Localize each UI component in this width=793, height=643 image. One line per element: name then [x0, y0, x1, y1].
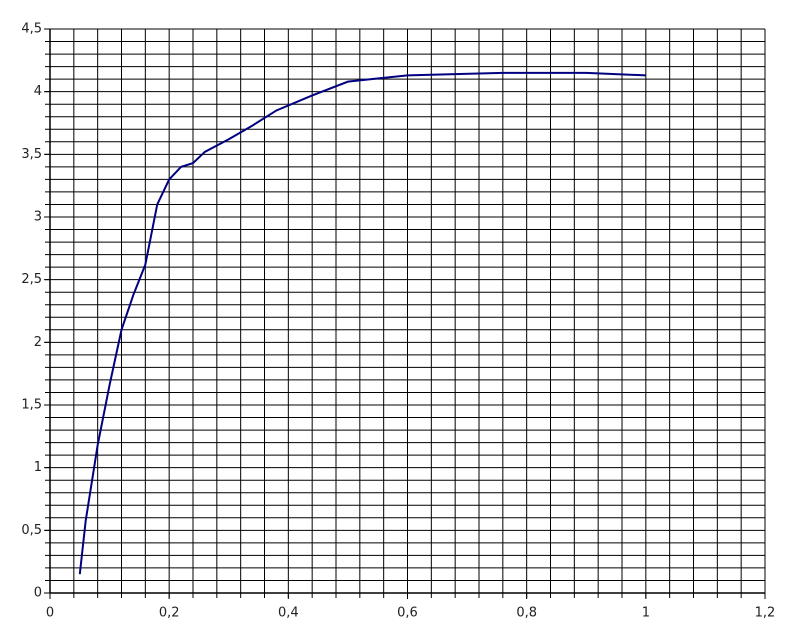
- y-tick-label: 2,5: [21, 272, 42, 287]
- x-tick-label: 0,6: [397, 606, 418, 621]
- x-tick-label: 0,2: [159, 606, 180, 621]
- y-tick-label: 2: [34, 335, 42, 350]
- y-tick-label: 4: [34, 84, 42, 99]
- y-tick-label: 1,5: [21, 398, 42, 413]
- x-tick-label: 0: [46, 606, 54, 621]
- x-tick-label: 1,2: [755, 606, 776, 621]
- x-tick-label: 0,4: [278, 606, 299, 621]
- data-line: [78, 71, 646, 575]
- y-tick-label: 3: [34, 210, 42, 225]
- y-tick-label: 0: [34, 586, 42, 601]
- y-tick-label: 3,5: [21, 147, 42, 162]
- x-tick-label: 1: [642, 606, 650, 621]
- y-tick-label: 4,5: [21, 22, 42, 37]
- x-tick-label: 0,8: [516, 606, 537, 621]
- y-tick-label: 1: [34, 460, 42, 475]
- y-tick-label: 0,5: [21, 523, 42, 538]
